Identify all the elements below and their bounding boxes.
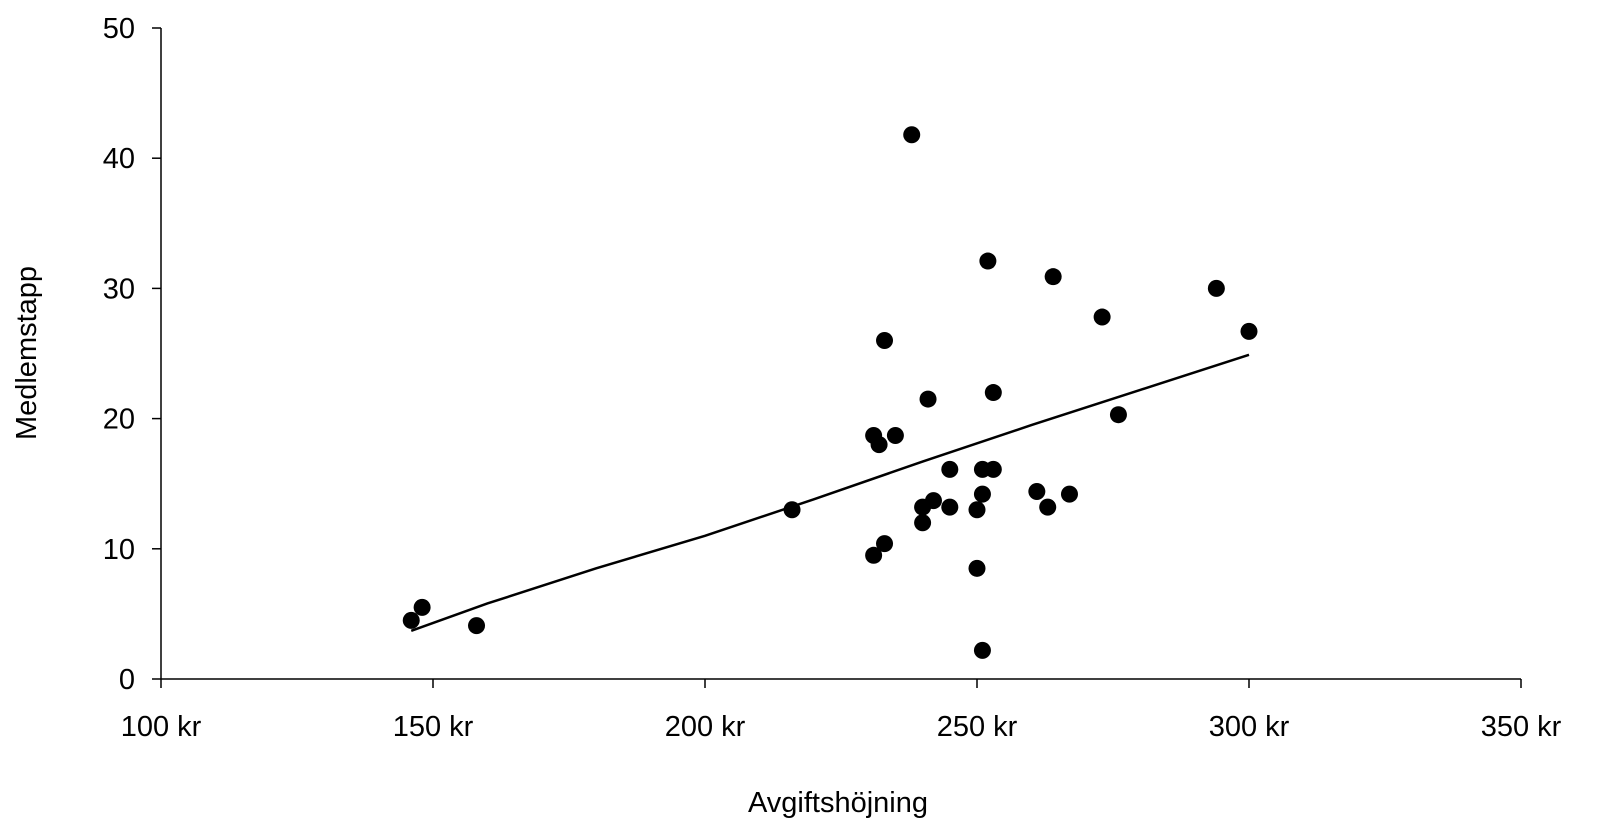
y-ticks: 0 10 20 30 40 50	[103, 13, 161, 696]
scatter-point	[979, 252, 997, 270]
y-tick-label: 40	[103, 143, 135, 175]
scatter-point	[914, 514, 932, 532]
x-tick-label: 150 kr	[393, 711, 474, 743]
scatter-point	[973, 485, 991, 503]
scatter-point	[919, 390, 937, 408]
scatter-point	[973, 641, 991, 659]
y-axis-title: Medlemstapp	[11, 266, 43, 440]
scatter-point	[1207, 279, 1225, 297]
scatter-point	[1109, 406, 1127, 424]
scatter-point	[783, 501, 801, 519]
x-tick-label: 300 kr	[1209, 711, 1290, 743]
scatter-point	[402, 611, 420, 629]
scatter-point	[876, 331, 894, 349]
scatter-point	[903, 126, 921, 144]
trend-line	[410, 353, 1250, 633]
scatter-point	[413, 598, 431, 616]
scatter-point	[984, 384, 1002, 402]
axes-layer: 100 kr 150 kr 200 kr 250 kr 300 kr 350 kr 010…	[103, 13, 1562, 743]
x-tick-label: 350 kr	[1481, 711, 1562, 743]
scatter-point	[984, 460, 1002, 478]
scatter-point	[870, 436, 888, 454]
scatter-point	[1039, 498, 1057, 516]
y-tick-label: 10	[103, 534, 135, 566]
trend-layer	[410, 353, 1250, 633]
y-tick-label: 50	[103, 13, 135, 45]
scatter-point	[968, 559, 986, 577]
scatter-point	[876, 535, 894, 553]
x-ticks: 100 kr 150 kr 200 kr 250 kr 300 kr 350 kr	[121, 679, 1562, 743]
points-layer	[402, 126, 1258, 659]
x-tick-label: 200 kr	[665, 711, 746, 743]
scatter-point	[968, 501, 986, 519]
scatter-point	[1060, 485, 1078, 503]
scatter-point	[1044, 268, 1062, 286]
scatter-point	[1240, 322, 1258, 340]
scatter-point	[1028, 483, 1046, 501]
scatter-point	[941, 460, 959, 478]
y-tick-label: 0	[119, 664, 135, 696]
scatter-point	[865, 546, 883, 564]
scatter-point	[1093, 308, 1111, 326]
x-tick-label: 250 kr	[937, 711, 1018, 743]
scatter-point	[924, 492, 942, 510]
scatter-point	[468, 617, 486, 635]
x-axis-title: Avgiftshöjning	[748, 787, 928, 819]
y-tick-label: 20	[103, 404, 135, 436]
x-tick-label: 100 kr	[121, 711, 202, 743]
scatter-point	[941, 498, 959, 516]
scatter-point	[886, 427, 904, 445]
y-tick-label: 30	[103, 273, 135, 305]
